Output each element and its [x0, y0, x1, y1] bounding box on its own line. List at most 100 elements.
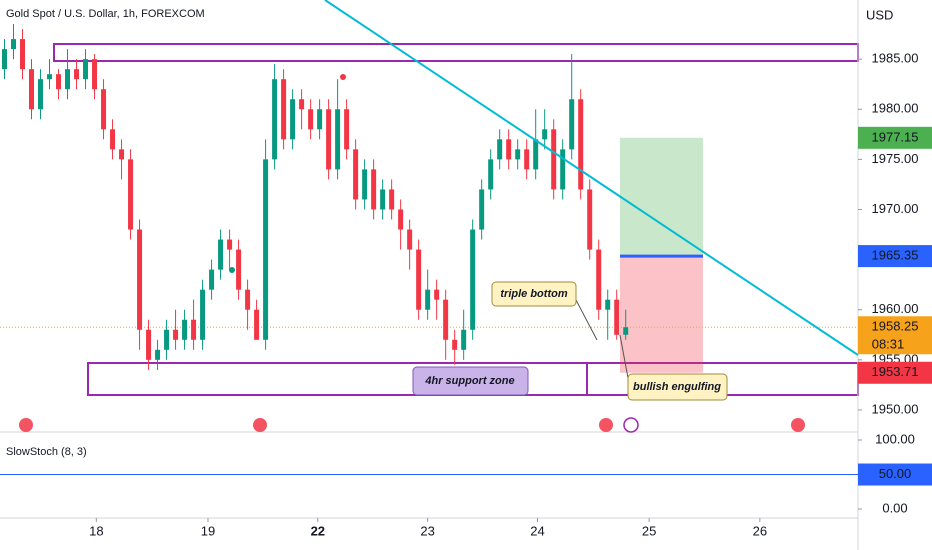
- candle-body: [488, 159, 494, 190]
- price-tag-label: 1977.15: [872, 129, 919, 144]
- x-tick-label: 24: [530, 523, 544, 538]
- event-icon: [599, 418, 613, 432]
- signal-dot: [340, 74, 346, 80]
- indicator-name: SlowStoch (8, 3): [6, 446, 87, 458]
- candle-body: [335, 109, 341, 170]
- event-icon: [19, 418, 33, 432]
- y-tick-label: 1960.00: [872, 301, 919, 316]
- y-tick-label: 0.00: [882, 500, 907, 515]
- x-tick-label: 18: [89, 523, 103, 538]
- x-tick-label: 23: [420, 523, 434, 538]
- candle-body: [515, 149, 521, 160]
- price-tag: [858, 361, 932, 384]
- currency: USD: [866, 7, 893, 22]
- candle-body: [353, 149, 359, 200]
- chart-title: Gold Spot / U.S. Dollar, 1h, FOREXCOM: [6, 8, 205, 20]
- candle-body: [326, 109, 332, 170]
- candles: [2, 24, 629, 370]
- candle-body: [299, 99, 305, 110]
- candle-body: [29, 69, 35, 110]
- callout-line: [575, 299, 598, 341]
- candle-body: [587, 189, 593, 250]
- x-tick-label: 25: [642, 523, 656, 538]
- candle-body: [11, 39, 17, 50]
- callout-box: [627, 373, 728, 401]
- candle-body: [623, 327, 629, 335]
- candle-body: [461, 329, 467, 350]
- candle-body: [542, 129, 548, 140]
- candle-body: [398, 209, 404, 230]
- candle-body: [191, 319, 197, 340]
- candle-body: [173, 329, 179, 340]
- candle-body: [74, 69, 80, 80]
- candle-body: [56, 74, 62, 90]
- candle-body: [209, 269, 215, 290]
- candle-body: [263, 159, 269, 340]
- y-tick-label: 1950.00: [872, 401, 919, 416]
- candle-body: [380, 189, 386, 210]
- candle-body: [479, 189, 485, 230]
- callout-box: [412, 366, 529, 396]
- candle-body: [83, 59, 89, 80]
- candle-body: [227, 239, 233, 250]
- candle-body: [452, 339, 458, 350]
- candle-body: [308, 109, 314, 130]
- candle-body: [317, 109, 323, 130]
- candle-body: [614, 299, 620, 335]
- candle-body: [236, 249, 242, 290]
- callout-line: [619, 334, 629, 379]
- candle-body: [110, 129, 116, 150]
- event-icon: [253, 418, 267, 432]
- candle-body: [416, 249, 422, 310]
- candle-body: [128, 159, 134, 230]
- price-tag: [858, 126, 932, 149]
- candle-body: [38, 79, 44, 110]
- annotations: triple bottom 4hr support zone bullish e…: [324, 0, 859, 401]
- countdown: 08:31: [872, 337, 905, 352]
- y-tick-label: 1980.00: [872, 101, 919, 116]
- candle-body: [344, 109, 350, 150]
- signal-dot: [229, 267, 235, 273]
- candle-body: [605, 299, 611, 310]
- y-tick-label: 100.00: [875, 431, 915, 446]
- candle-body: [92, 59, 98, 90]
- y-tick-label: 1970.00: [872, 201, 919, 216]
- candle-body: [272, 79, 278, 160]
- candle-body: [362, 169, 368, 200]
- candle-body: [497, 139, 503, 160]
- candle-body: [389, 189, 395, 210]
- candle-body: [533, 139, 539, 170]
- candle-body: [290, 99, 296, 140]
- candle-body: [254, 309, 260, 340]
- candle-body: [164, 329, 170, 350]
- level-tag-label: 50.00: [879, 466, 912, 481]
- target-zone: [620, 137, 703, 257]
- candle-body: [2, 49, 8, 70]
- annotation: triple bottom: [500, 288, 567, 300]
- x-tick-label: 26: [753, 523, 767, 538]
- current-price-tag: [858, 316, 932, 355]
- candle-body: [245, 289, 251, 310]
- y-tick-label: 1985.00: [872, 51, 919, 66]
- candle-body: [470, 229, 476, 330]
- candle-body: [506, 139, 512, 160]
- trend-line: [324, 0, 859, 356]
- event-icon: [623, 417, 639, 433]
- price-tag-label: 1965.35: [872, 248, 919, 263]
- current-price-label: 1958.25: [872, 319, 919, 334]
- candle-body: [20, 39, 26, 70]
- candle-body: [182, 319, 188, 340]
- candle-body: [47, 74, 53, 80]
- candle-body: [65, 69, 71, 90]
- candle-body: [443, 299, 449, 340]
- candle-body: [596, 249, 602, 310]
- candle-body: [218, 239, 224, 270]
- candle-body: [578, 99, 584, 190]
- candle-body: [560, 149, 566, 190]
- event-icon: [791, 418, 805, 432]
- x-tick-label: 22: [311, 523, 325, 538]
- candle-body: [434, 289, 440, 300]
- y-tick-label: 1975.00: [872, 151, 919, 166]
